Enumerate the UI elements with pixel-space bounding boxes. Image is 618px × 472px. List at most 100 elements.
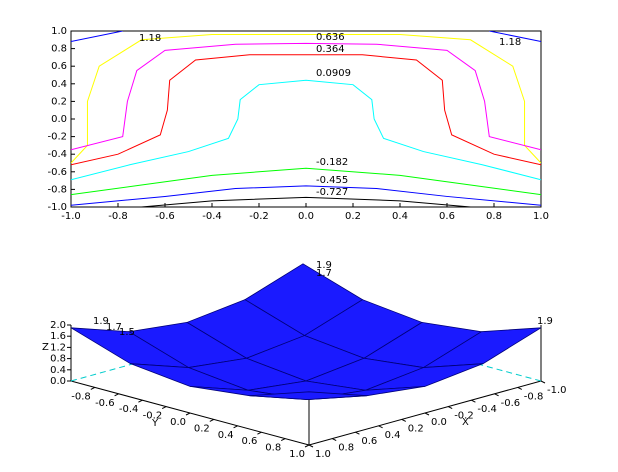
contour-line (71, 31, 541, 43)
x-tick (494, 393, 499, 397)
x-tick-label: -1.0 (547, 385, 567, 396)
y-tick (185, 412, 191, 416)
y-tick-label: -0.6 (95, 398, 115, 409)
y-tick-label: 0.0 (51, 114, 67, 125)
x-tick-label: 0.2 (408, 423, 424, 434)
annotation: 1.7 (106, 322, 122, 333)
y-tick-label: 0.6 (51, 61, 67, 72)
x-tick-label: 0.0 (431, 417, 447, 428)
y-tick (90, 386, 96, 390)
contour-labels: 1.18 1.18 0.636 0.364 0.0909 -0.182 -0.4… (139, 32, 521, 198)
plot-frame (70, 30, 542, 208)
z-tick-label: 2.0 (50, 320, 66, 331)
y-tick-label: -0.4 (119, 404, 139, 415)
contour-label: -0.182 (316, 157, 348, 168)
x-tick (540, 380, 546, 384)
x-tick (517, 386, 523, 390)
x-tick-label: -1.0 (61, 211, 81, 222)
contour-line (71, 42, 541, 151)
y-tick-label: 0.2 (51, 96, 67, 107)
x-tick-label: 1.0 (315, 449, 331, 460)
contour-label: 0.636 (316, 32, 345, 43)
y-tick-label: -0.4 (47, 149, 67, 160)
z-tick-label: 0.0 (50, 376, 66, 387)
y-tick-label: 0.8 (51, 44, 67, 55)
z-tick-label: 0.8 (50, 354, 66, 365)
y-tick-label: -0.8 (47, 184, 67, 195)
x-tick-label: 0.4 (385, 430, 401, 441)
x-tick (447, 406, 453, 410)
y-tick-label: -1.0 (47, 202, 67, 213)
contour-line (71, 79, 541, 181)
x-tick (355, 431, 360, 435)
annotation: 1.9 (93, 316, 109, 327)
x-tick-label: -0.4 (477, 404, 497, 415)
contour-label: 0.364 (316, 44, 345, 55)
x-tick-label: -0.4 (202, 211, 222, 222)
z-axis-label: Z (42, 342, 49, 353)
y-tick-label: 0.4 (218, 430, 234, 441)
contour-label: -0.727 (316, 187, 348, 198)
surface-annotations: 1.9 1.7 1.9 1.7 1.5 1.9 (93, 260, 553, 338)
contour-label: 1.18 (499, 37, 521, 48)
x-tick-label: 0.6 (361, 436, 377, 447)
contour-plot: -1.0 -0.8 -0.6 -0.4 -0.2 0.0 0.2 0.4 0.6 0.8 1.0 -1… (47, 26, 548, 222)
y-tick-label: 0.6 (241, 436, 257, 447)
y-tick-label: -0.6 (47, 167, 67, 178)
x-tick (331, 438, 337, 442)
annotation: 1.7 (316, 268, 332, 279)
contour-line (141, 196, 471, 207)
x-tick-label: 0.0 (298, 211, 314, 222)
x-tick-label: -0.8 (108, 211, 128, 222)
y-tick (280, 438, 286, 442)
y-tick-label: 0.8 (265, 443, 281, 454)
contour-line (71, 34, 541, 164)
y-tick (233, 425, 238, 429)
x-tick-label: 1.0 (533, 211, 549, 222)
y-tick-label: 1.0 (51, 26, 67, 37)
z-tick-label: 1.6 (50, 331, 66, 342)
x-tick (471, 399, 476, 403)
x-tick-label: -0.2 (454, 411, 474, 422)
x-tick-label: 0.4 (392, 211, 408, 222)
y-tick-label: 0.0 (170, 417, 186, 428)
x-axis-label: X (462, 417, 469, 428)
y-tick-label: 0.4 (51, 79, 67, 90)
x-tick-label: 0.8 (486, 211, 502, 222)
y-tick (209, 418, 215, 422)
x-tick-label: 0.8 (338, 443, 354, 454)
x-tick-label: -0.2 (249, 211, 269, 222)
contour-label: 0.0909 (316, 68, 351, 79)
x-tick-label: -0.6 (155, 211, 175, 222)
x-tick-label: -0.6 (501, 398, 521, 409)
x-tick-label: -0.8 (524, 391, 544, 402)
x-tick (378, 425, 383, 429)
x-tick-label: 0.6 (439, 211, 455, 222)
z-tick-label: 1.2 (50, 342, 66, 353)
z-tick-label: 0.4 (50, 365, 66, 376)
annotation: 1.9 (316, 260, 332, 271)
contour-label: 1.18 (139, 33, 161, 44)
y-tick-label: 0.2 (194, 423, 210, 434)
annotation: 1.9 (537, 316, 553, 327)
surface-plot: -1.0-0.8-0.6-0.4-0.20.00.20.40.60.81.0-0… (42, 263, 567, 460)
y-tick-label: -0.2 (143, 411, 163, 422)
x-tick (401, 418, 407, 422)
y-tick (257, 431, 262, 435)
contour-line (71, 185, 541, 206)
y-tick (161, 406, 167, 410)
y-tick (304, 444, 310, 448)
surface-patch (249, 391, 368, 400)
y-tick-label: -0.8 (71, 391, 91, 402)
x-tick (424, 412, 430, 416)
x-tick (308, 444, 314, 448)
y-axis-label: Y (151, 418, 159, 429)
x-tick-label: 0.2 (345, 211, 361, 222)
annotation: 1.5 (119, 327, 135, 338)
y-tick (114, 393, 119, 397)
contour-label: -0.455 (316, 175, 348, 186)
y-tick-label: 1.0 (289, 449, 305, 460)
contour-line (71, 54, 541, 166)
y-tick-label: -0.2 (47, 132, 67, 143)
